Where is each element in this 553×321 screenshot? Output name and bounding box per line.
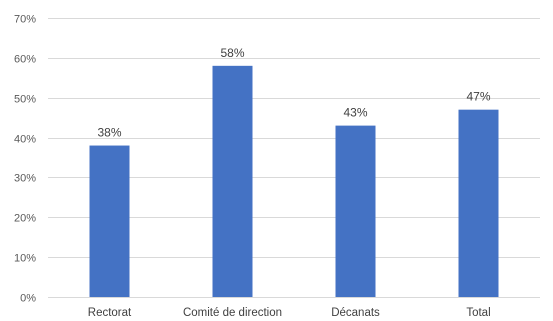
data-label: 58%: [220, 46, 244, 60]
bar: [89, 145, 130, 297]
y-tick-label: 0%: [20, 293, 36, 305]
y-tick-label: 60%: [14, 54, 36, 66]
y-tick-label: 10%: [14, 253, 36, 265]
y-tick-label: 20%: [14, 213, 36, 225]
y-tick-label: 50%: [14, 94, 36, 106]
bar: [458, 109, 499, 298]
x-category-label: Comité de direction: [183, 307, 282, 319]
bars: [89, 65, 499, 298]
x-category-label: Total: [466, 307, 490, 319]
bar: [335, 125, 376, 297]
gridlines: [48, 18, 540, 298]
data-label: 43%: [343, 106, 367, 120]
data-label: 47%: [466, 90, 490, 104]
bar: [212, 65, 253, 297]
x-category-label: Rectorat: [88, 307, 132, 319]
y-tick-label: 70%: [14, 14, 36, 26]
data-labels: 38% 58% 43% 47%: [97, 46, 490, 140]
y-axis-ticks: 0% 10% 20% 30% 40% 50% 60% 70%: [14, 14, 36, 305]
x-axis-labels: Rectorat Comité de direction Décanats Total: [88, 307, 491, 319]
y-tick-label: 40%: [14, 134, 36, 146]
x-category-label: Décanats: [331, 307, 380, 319]
data-label: 38%: [97, 126, 121, 140]
y-tick-label: 30%: [14, 173, 36, 185]
